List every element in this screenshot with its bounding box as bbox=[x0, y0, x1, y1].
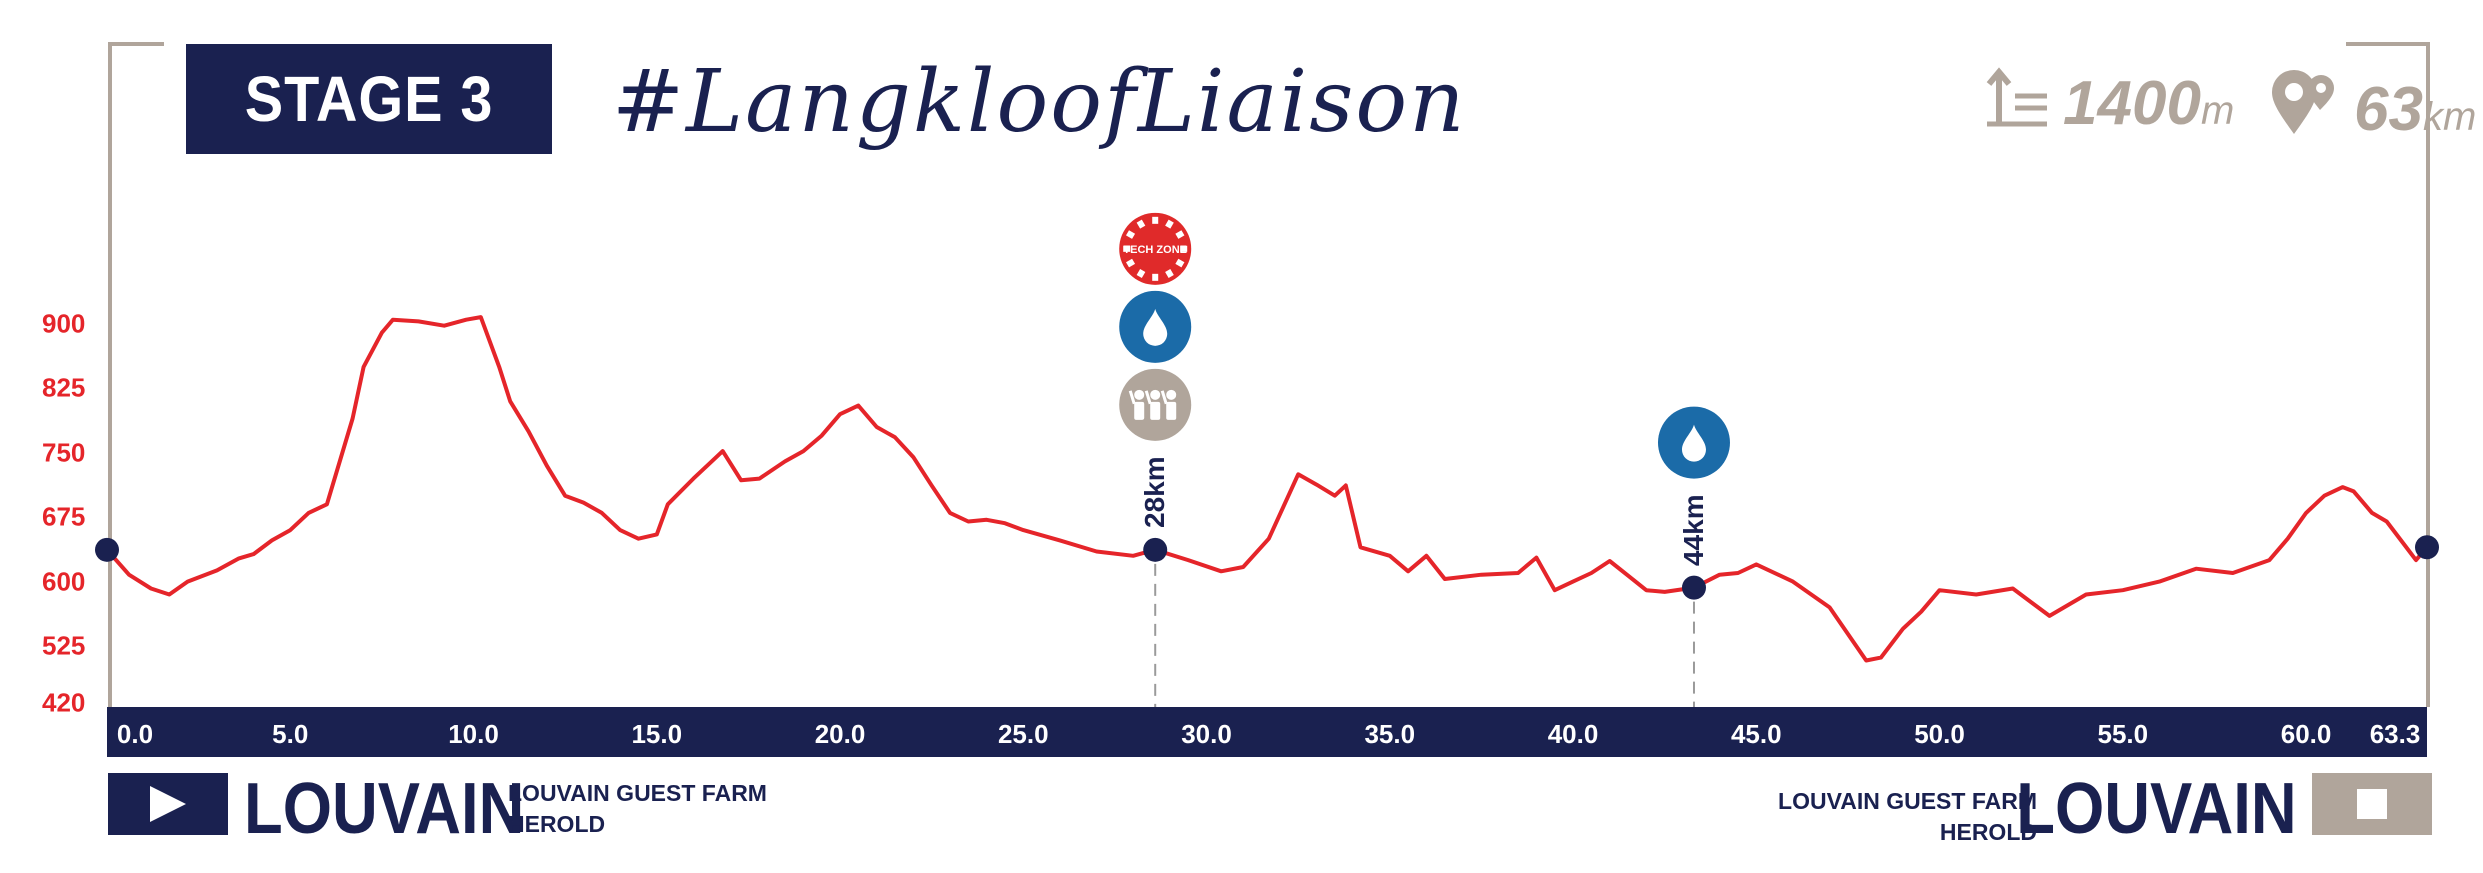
start-venue-line2: HEROLD bbox=[508, 811, 606, 837]
x-tick-label: 25.0 bbox=[997, 719, 1049, 749]
x-tick-label: 55.0 bbox=[2097, 719, 2149, 749]
x-tick-label: 40.0 bbox=[1547, 719, 1599, 749]
climb-unit: m bbox=[2200, 89, 2235, 133]
water-drop-icon bbox=[1119, 290, 1192, 363]
start-town: LOUVAIN bbox=[244, 769, 525, 849]
stop-icon bbox=[2357, 789, 2387, 819]
finish-venue-line2: HEROLD bbox=[1939, 819, 2037, 845]
elevation-line bbox=[105, 315, 2429, 663]
x-tick-label: 5.0 bbox=[272, 719, 309, 749]
tech-zone-icon: TECH ZONE bbox=[1119, 212, 1192, 285]
finish-venue: LOUVAIN GUEST FARM HEROLD bbox=[1778, 786, 2037, 848]
finish-point bbox=[2415, 535, 2439, 560]
distance-unit: km bbox=[2422, 95, 2477, 139]
start-marker bbox=[108, 773, 228, 835]
x-tick-label: 63.3 bbox=[2369, 719, 2421, 749]
x-tick-label: 45.0 bbox=[1730, 719, 1782, 749]
supporters-icon bbox=[1119, 368, 1192, 441]
ascent-icon bbox=[1986, 67, 2047, 127]
water-drop-icon bbox=[1657, 406, 1730, 479]
y-tick-label: 750 bbox=[42, 437, 86, 468]
finish-marker bbox=[2312, 773, 2432, 835]
waypoint-dot bbox=[1143, 537, 1168, 562]
start-point bbox=[95, 537, 119, 562]
x-tick-label: 0.0 bbox=[116, 719, 154, 749]
x-tick-label: 10.0 bbox=[448, 719, 499, 749]
x-tick-label: 60.0 bbox=[2280, 719, 2332, 749]
start-venue: LOUVAIN GUEST FARM HEROLD bbox=[508, 778, 767, 840]
tech-zone-label: TECH ZONE bbox=[1123, 244, 1187, 256]
climb-stat: 1400m bbox=[1985, 66, 2234, 139]
stage-badge: STAGE 3 bbox=[186, 44, 552, 154]
distance-stat: 63km bbox=[2268, 66, 2476, 145]
y-tick-label: 675 bbox=[42, 501, 86, 532]
y-tick-label: 900 bbox=[42, 308, 86, 339]
finish-venue-line1: LOUVAIN GUEST FARM bbox=[1778, 788, 2037, 814]
x-tick-label: 20.0 bbox=[814, 719, 866, 749]
x-tick-label: 15.0 bbox=[631, 719, 683, 749]
play-icon bbox=[150, 786, 186, 822]
x-axis-bar bbox=[107, 707, 2427, 757]
waypoint-dot bbox=[1681, 575, 1706, 600]
y-tick-label: 600 bbox=[42, 566, 86, 597]
distance-value: 63 bbox=[2354, 75, 2423, 144]
x-tick-label: 35.0 bbox=[1364, 719, 1416, 749]
y-tick-label: 825 bbox=[42, 372, 86, 403]
waypoint-km-label: 44km bbox=[1677, 493, 1709, 566]
y-tick-label: 525 bbox=[42, 630, 86, 661]
finish-town: LOUVAIN bbox=[2016, 769, 2297, 849]
stage-label: STAGE 3 bbox=[244, 63, 494, 135]
hashtag: #LangkloofLiaison bbox=[612, 52, 1467, 152]
x-tick-label: 30.0 bbox=[1181, 719, 1232, 749]
x-tick-label: 50.0 bbox=[1914, 719, 1965, 749]
climb-value: 1400 bbox=[2063, 69, 2201, 138]
y-tick-label: 420 bbox=[42, 687, 86, 718]
waypoint-km-label: 28km bbox=[1139, 456, 1171, 528]
start-venue-line1: LOUVAIN GUEST FARM bbox=[508, 780, 767, 806]
map-pin-icon bbox=[2272, 70, 2334, 134]
